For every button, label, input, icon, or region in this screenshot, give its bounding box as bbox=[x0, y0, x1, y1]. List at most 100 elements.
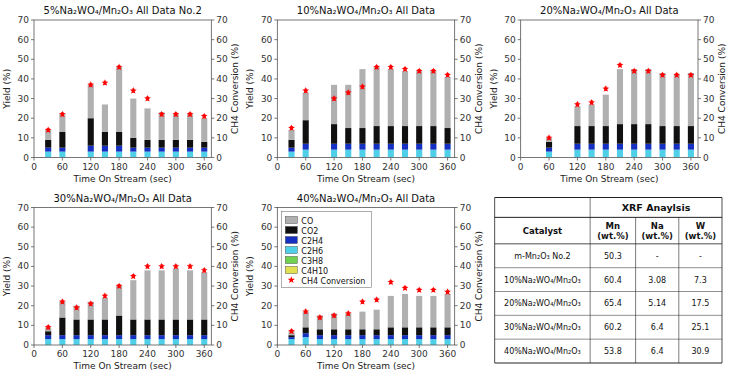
x-tick-label: 180 bbox=[111, 162, 128, 172]
y2-tick bbox=[455, 118, 458, 119]
plot-frame bbox=[34, 208, 211, 346]
y-tick bbox=[274, 325, 277, 326]
bar-segment bbox=[116, 286, 122, 315]
y2-tick-label: 10 bbox=[216, 320, 228, 330]
bar-segment bbox=[445, 294, 451, 327]
panel-title: 30%Na₂WO₄/Mn₂O₃ All Data bbox=[53, 193, 191, 204]
bar-segment bbox=[173, 335, 179, 339]
bar-segment bbox=[116, 132, 122, 146]
bar-segment bbox=[374, 144, 380, 150]
y2-tick-label: 30 bbox=[460, 94, 472, 104]
bar-segment bbox=[201, 148, 207, 152]
y2-tick-label: 10 bbox=[460, 320, 472, 330]
x-tick bbox=[305, 158, 306, 161]
bar-segment bbox=[88, 319, 94, 335]
bar-segment bbox=[116, 146, 122, 152]
y-tick-label: 60 bbox=[261, 35, 273, 45]
bar-segment bbox=[659, 126, 665, 144]
bar-segment bbox=[374, 67, 380, 126]
x-tick bbox=[90, 158, 91, 161]
legend-swatch bbox=[285, 227, 297, 234]
bar-segment bbox=[374, 150, 380, 158]
x-tick bbox=[119, 345, 120, 348]
bar-segment bbox=[173, 319, 179, 335]
table-header-line: (wt.%) bbox=[641, 231, 673, 241]
y-tick bbox=[274, 78, 277, 79]
table-rule bbox=[495, 243, 722, 244]
plot-area bbox=[277, 20, 454, 158]
y-tick-label: 30 bbox=[261, 281, 273, 291]
y-tick bbox=[274, 207, 277, 208]
legend-items: COCO2C2H4C2H6C3H8C4H10CH4 Conversion bbox=[285, 217, 365, 286]
x-axis-label: Time On Stream (sec) bbox=[73, 174, 172, 184]
bar-segment bbox=[187, 319, 193, 335]
table-header: W(wt.%) bbox=[685, 221, 717, 241]
table-header: Mn(wt.%) bbox=[597, 221, 629, 241]
bar-segment bbox=[331, 335, 337, 339]
y-tick bbox=[31, 246, 34, 247]
y-tick bbox=[31, 266, 34, 267]
y2-tick bbox=[211, 286, 214, 287]
bar-segment bbox=[388, 144, 394, 150]
x-tick bbox=[362, 345, 363, 348]
y2-tick bbox=[455, 266, 458, 267]
marker bbox=[201, 113, 208, 120]
y2-tick-label: 40 bbox=[216, 74, 228, 84]
y2-tick bbox=[455, 227, 458, 228]
bar-segment bbox=[359, 339, 365, 345]
y-tick-label: 40 bbox=[18, 74, 30, 84]
bar-segment bbox=[359, 69, 365, 128]
bar-segment bbox=[88, 339, 94, 345]
bar-segment bbox=[659, 150, 665, 158]
y2-tick bbox=[455, 286, 458, 287]
marker bbox=[345, 89, 352, 96]
bar-segment bbox=[374, 310, 380, 330]
bar-segment bbox=[645, 144, 651, 150]
y2-tick-label: 60 bbox=[460, 222, 472, 232]
table-rule bbox=[722, 198, 723, 364]
y-tick bbox=[274, 20, 277, 21]
bar-segment bbox=[201, 319, 207, 335]
marker bbox=[416, 286, 423, 293]
y2-tick-label: 50 bbox=[216, 54, 228, 64]
y2-tick-label: 10 bbox=[216, 133, 228, 143]
table-cell: m-Mn₂O₃ No.2 bbox=[514, 252, 570, 261]
x-tick-label: 180 bbox=[354, 162, 371, 172]
x-tick bbox=[204, 158, 205, 161]
marker bbox=[444, 71, 451, 78]
table-header-line: Mn bbox=[606, 221, 621, 231]
bar-segment bbox=[130, 148, 136, 152]
table-header-line: Na bbox=[651, 221, 664, 231]
bar-segment bbox=[130, 339, 136, 345]
bar-segment bbox=[631, 144, 637, 150]
bar-segment bbox=[116, 67, 122, 132]
panel: 0601201802403003600102030405060700102030… bbox=[489, 5, 727, 184]
y2-tick-label: 30 bbox=[703, 94, 715, 104]
x-tick bbox=[447, 158, 448, 161]
y2-tick-label: 70 bbox=[460, 15, 472, 25]
bar-segment bbox=[574, 144, 580, 150]
bar-segment bbox=[303, 120, 309, 144]
bar-segment bbox=[201, 339, 207, 345]
marker bbox=[588, 99, 595, 106]
legend-swatch bbox=[285, 267, 297, 274]
y-tick bbox=[274, 137, 277, 138]
bar-segment bbox=[388, 69, 394, 126]
y2-axis-label: CH4 Conversion (%) bbox=[474, 43, 484, 134]
bar-segment bbox=[345, 335, 351, 339]
marker bbox=[387, 64, 394, 71]
bar-segment bbox=[116, 316, 122, 336]
bar-segment bbox=[288, 148, 294, 152]
plot-frame bbox=[521, 20, 698, 158]
table-cell: 60.4 bbox=[604, 276, 622, 285]
bar-segment bbox=[116, 152, 122, 158]
bar-segment bbox=[374, 329, 380, 335]
bar-segment bbox=[59, 132, 65, 148]
marker bbox=[302, 87, 309, 94]
marker bbox=[288, 124, 295, 131]
y2-tick-label: 0 bbox=[703, 153, 709, 163]
x-tick-label: 360 bbox=[439, 162, 456, 172]
table-title: XRF Anaylsis bbox=[622, 202, 691, 213]
marker bbox=[430, 67, 437, 74]
y-tick-label: 70 bbox=[18, 15, 30, 25]
